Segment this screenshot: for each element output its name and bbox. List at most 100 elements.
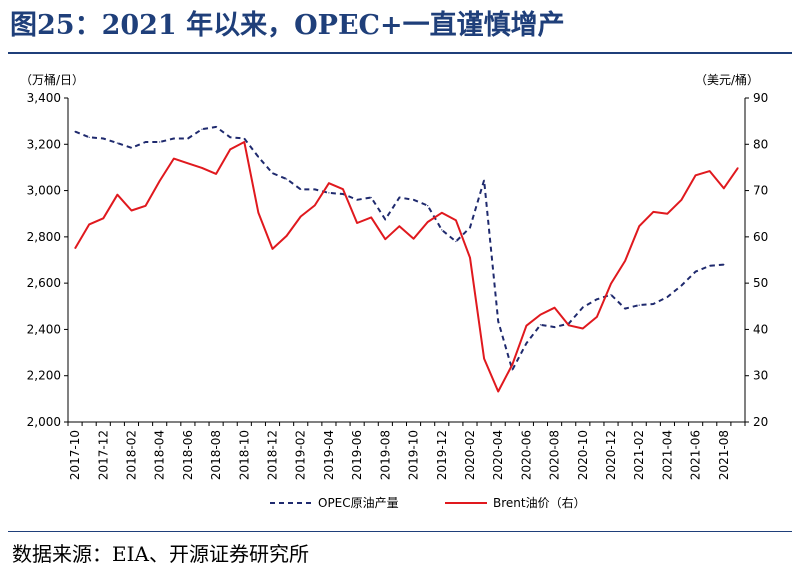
opec-point	[286, 178, 288, 180]
opec-point	[356, 199, 358, 201]
y-right-tick-label: 90	[753, 91, 768, 105]
brent-point	[130, 209, 133, 212]
brent-point	[652, 211, 654, 213]
brent-point	[455, 219, 457, 221]
x-tick-label: 2018-04	[153, 430, 167, 480]
x-tick-label: 2020-04	[491, 430, 505, 480]
opec-point	[666, 296, 669, 298]
opec-point	[709, 265, 711, 267]
opec-point	[243, 137, 245, 140]
brent-point	[300, 215, 302, 218]
opec-point	[398, 196, 400, 199]
legend: OPEC原油产量 Brent油价（右）	[270, 495, 586, 510]
y-right-tick-label: 60	[753, 230, 768, 244]
opec-point	[723, 264, 725, 266]
x-tick-label: 2019-06	[350, 430, 364, 480]
x-tick-label: 2018-12	[266, 430, 280, 480]
opec-point	[187, 137, 189, 140]
brent-point	[596, 316, 598, 318]
chart-area: （万桶/日） （美元/桶） 2,000 2,200 2,400 2,600 2,800 3…	[20, 72, 768, 510]
brent-point	[370, 216, 372, 218]
brent-point	[342, 188, 344, 190]
brent-point	[173, 158, 175, 160]
opec-point	[370, 196, 372, 199]
brent-point	[610, 283, 612, 285]
opec-point	[271, 172, 274, 174]
source-note: 数据来源：EIA、开源证券研究所	[12, 542, 309, 566]
brent-point	[102, 217, 104, 219]
opec-production-line	[74, 125, 724, 371]
x-tick-label: 2019-04	[322, 430, 336, 480]
brent-point	[74, 247, 76, 249]
opec-point	[102, 137, 104, 140]
title-divider	[8, 52, 792, 54]
x-tick-label: 2018-10	[237, 430, 251, 480]
brent-point	[243, 141, 245, 143]
opec-point	[455, 240, 457, 243]
brent-point	[737, 167, 739, 169]
x-tick-label: 2021-08	[717, 430, 731, 480]
x-tick-label: 2018-02	[124, 430, 138, 480]
opec-point	[145, 141, 147, 143]
opec-point	[384, 218, 386, 221]
brent-point	[116, 194, 118, 196]
opec-point	[74, 131, 76, 133]
y-left-tick-label: 2,600	[27, 276, 61, 290]
x-tick-label: 2019-12	[435, 430, 449, 480]
brent-point	[257, 212, 259, 214]
opec-point	[229, 136, 231, 138]
y-right-tick-label: 70	[753, 184, 768, 198]
x-tick-label: 2018-06	[181, 430, 195, 480]
opec-point	[427, 205, 429, 207]
brent-point	[314, 204, 316, 206]
y-right-unit: （美元/桶）	[695, 72, 759, 87]
opec-point	[610, 294, 612, 296]
x-tick-label: 2020-10	[576, 430, 590, 480]
x-tick-label: 2017-10	[68, 430, 82, 480]
y-left-tick-label: 2,200	[27, 369, 61, 383]
brent-point	[427, 221, 429, 223]
brent-point	[271, 248, 274, 250]
brent-point	[398, 225, 400, 227]
brent-point	[582, 327, 584, 330]
x-tick-label: 2021-04	[660, 430, 674, 480]
brent-point	[328, 182, 330, 184]
opec-point	[511, 369, 513, 371]
opec-point	[497, 320, 499, 322]
y-right-tick-label: 30	[753, 369, 768, 383]
opec-point	[201, 128, 203, 130]
brent-point	[539, 314, 542, 316]
x-tick-label: 2020-08	[548, 430, 562, 480]
brent-point	[695, 174, 697, 176]
y-right-tick-label: 50	[753, 276, 768, 290]
brent-point	[638, 225, 640, 227]
x-tick-label: 2019-10	[407, 430, 421, 480]
brent-price-line	[74, 141, 739, 393]
y-left-tick-label: 2,000	[27, 415, 61, 429]
opec-point	[596, 298, 598, 300]
brent-point	[201, 167, 203, 169]
brent-point	[624, 260, 626, 262]
brent-point	[159, 180, 161, 182]
brent-point	[215, 173, 217, 175]
brent-point	[666, 213, 669, 215]
x-tick-label: 2020-02	[463, 430, 477, 480]
y-left-tick-label: 3,000	[27, 184, 61, 198]
opec-point	[300, 188, 302, 190]
x-tick-label: 2021-06	[689, 430, 703, 480]
brent-point	[356, 222, 358, 224]
x-tick-label: 2018-08	[209, 430, 223, 480]
y-left-unit: （万桶/日）	[20, 72, 84, 87]
opec-point	[652, 303, 654, 305]
brent-point	[723, 187, 725, 189]
opec-point	[159, 141, 161, 143]
x-tick-label: 2021-02	[632, 430, 646, 480]
x-tick-label: 2020-12	[604, 430, 618, 480]
brent-point	[568, 324, 570, 326]
y-right-tick-label: 20	[753, 415, 768, 429]
series-layer	[74, 125, 739, 393]
opec-point	[130, 147, 133, 149]
legend-opec-label: OPEC原油产量	[318, 496, 399, 510]
source-divider	[8, 531, 792, 532]
brent-point	[680, 199, 683, 201]
